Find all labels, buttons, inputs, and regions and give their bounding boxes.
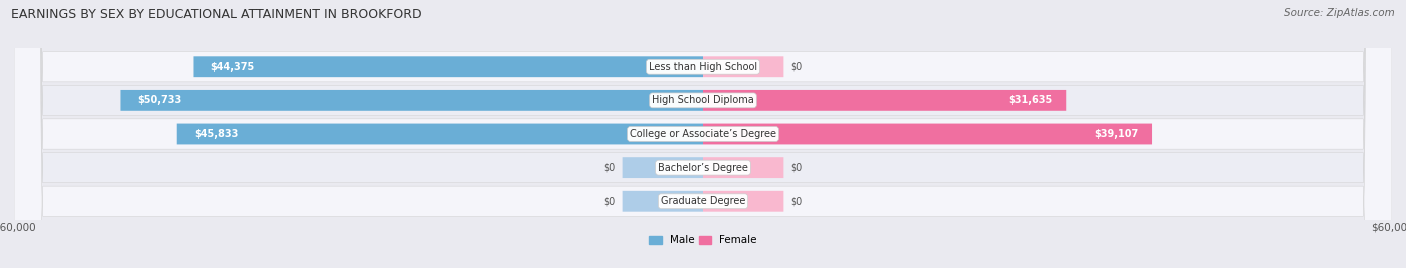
Text: $44,375: $44,375 — [211, 62, 254, 72]
Text: Bachelor’s Degree: Bachelor’s Degree — [658, 163, 748, 173]
Text: $39,107: $39,107 — [1094, 129, 1139, 139]
Legend: Male, Female: Male, Female — [650, 235, 756, 245]
FancyBboxPatch shape — [14, 0, 1392, 268]
Text: Graduate Degree: Graduate Degree — [661, 196, 745, 206]
Text: $0: $0 — [790, 163, 803, 173]
Text: $0: $0 — [790, 196, 803, 206]
Text: $0: $0 — [790, 62, 803, 72]
FancyBboxPatch shape — [14, 0, 1392, 268]
Text: $50,733: $50,733 — [138, 95, 181, 105]
FancyBboxPatch shape — [703, 157, 783, 178]
FancyBboxPatch shape — [703, 124, 1152, 144]
FancyBboxPatch shape — [703, 56, 783, 77]
FancyBboxPatch shape — [703, 90, 1066, 111]
FancyBboxPatch shape — [14, 0, 1392, 268]
FancyBboxPatch shape — [623, 191, 703, 212]
Text: Less than High School: Less than High School — [650, 62, 756, 72]
Text: $0: $0 — [603, 163, 616, 173]
Text: High School Diploma: High School Diploma — [652, 95, 754, 105]
Text: EARNINGS BY SEX BY EDUCATIONAL ATTAINMENT IN BROOKFORD: EARNINGS BY SEX BY EDUCATIONAL ATTAINMEN… — [11, 8, 422, 21]
Text: $45,833: $45,833 — [194, 129, 239, 139]
Text: Source: ZipAtlas.com: Source: ZipAtlas.com — [1284, 8, 1395, 18]
FancyBboxPatch shape — [14, 0, 1392, 268]
Text: $31,635: $31,635 — [1008, 95, 1053, 105]
FancyBboxPatch shape — [703, 191, 783, 212]
FancyBboxPatch shape — [14, 0, 1392, 268]
FancyBboxPatch shape — [177, 124, 703, 144]
Text: College or Associate’s Degree: College or Associate’s Degree — [630, 129, 776, 139]
FancyBboxPatch shape — [121, 90, 703, 111]
FancyBboxPatch shape — [623, 157, 703, 178]
FancyBboxPatch shape — [194, 56, 703, 77]
Text: $0: $0 — [603, 196, 616, 206]
